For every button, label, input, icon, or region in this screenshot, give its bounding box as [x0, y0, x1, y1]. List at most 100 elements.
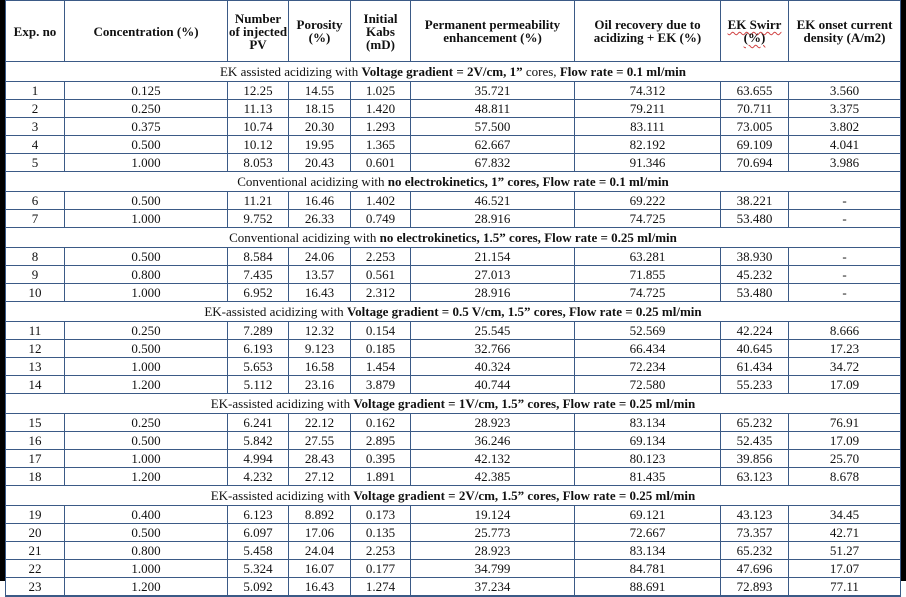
table-row: 18 1.200 4.232 27.12 1.891 42.385 81.435 63.123… [5, 467, 901, 486]
cell-injected-pv: 5.842 [227, 431, 289, 450]
cell-permeability-enhancement: 25.773 [410, 523, 575, 542]
cell-exp-no: 22 [5, 559, 65, 578]
cell-ek-onset-current: 3.986 [788, 153, 901, 172]
cell-oil-recovery: 74.725 [574, 283, 721, 302]
cell-porosity: 16.46 [288, 191, 351, 210]
cell-porosity: 16.43 [288, 283, 351, 302]
cell-ek-onset-current: - [788, 209, 901, 228]
cell-ek-swirr: 73.357 [720, 523, 789, 542]
cell-oil-recovery: 69.222 [574, 191, 721, 210]
cell-injected-pv: 5.324 [227, 559, 289, 578]
header-ek-onset-current: EK onset current density (A/m2) [788, 0, 901, 62]
section-title-bold1: no electrokinetics, 1.5” cores, [379, 229, 545, 245]
cell-ek-swirr: 52.435 [720, 431, 789, 450]
cell-ek-onset-current: 76.91 [788, 413, 901, 432]
cell-oil-recovery: 83.134 [574, 413, 721, 432]
cell-oil-recovery: 88.691 [574, 577, 721, 597]
table-row: 9 0.800 7.435 13.57 0.561 27.013 71.855 45.232- [5, 265, 901, 284]
cell-ek-onset-current: 8.678 [788, 467, 901, 486]
section-header-row: EK-assisted acidizing with Voltage gradi… [5, 485, 901, 506]
cell-exp-no: 14 [5, 375, 65, 394]
cell-concentration: 0.250 [64, 321, 228, 340]
cell-permeability-enhancement: 25.545 [410, 321, 575, 340]
cell-injected-pv: 4.232 [227, 467, 289, 486]
table-row: 21 0.800 5.458 24.04 2.253 28.923 83.134 65.232… [5, 541, 901, 560]
cell-porosity: 12.32 [288, 321, 351, 340]
cell-initial-kabs: 1.891 [350, 467, 411, 486]
cell-ek-onset-current: 17.09 [788, 375, 901, 394]
section-title-bold1: Voltage gradient = 1V/cm, 1.5” cores, [353, 395, 563, 411]
table-row: 8 0.500 8.584 24.06 2.253 21.154 63.281 38.930- [5, 247, 901, 266]
cell-exp-no: 8 [5, 247, 65, 266]
cell-exp-no: 21 [5, 541, 65, 560]
section-title: Conventional acidizing with no electroki… [5, 171, 901, 192]
cell-porosity: 19.95 [288, 135, 351, 154]
cell-exp-no: 13 [5, 357, 65, 376]
section-header-row: Conventional acidizing with no electroki… [5, 227, 901, 248]
cell-permeability-enhancement: 28.916 [410, 283, 575, 302]
cell-concentration: 1.200 [64, 467, 228, 486]
cell-ek-swirr: 45.232 [720, 265, 789, 284]
cell-ek-swirr: 55.233 [720, 375, 789, 394]
cell-exp-no: 17 [5, 449, 65, 468]
cell-initial-kabs: 1.365 [350, 135, 411, 154]
cell-porosity: 13.57 [288, 265, 351, 284]
cell-ek-swirr: 61.434 [720, 357, 789, 376]
table-row: 14 1.200 5.112 23.16 3.879 40.744 72.580 55.233… [5, 375, 901, 394]
cell-injected-pv: 10.12 [227, 135, 289, 154]
cell-porosity: 20.43 [288, 153, 351, 172]
cell-oil-recovery: 52.569 [574, 321, 721, 340]
cell-permeability-enhancement: 36.246 [410, 431, 575, 450]
cell-concentration: 0.250 [64, 413, 228, 432]
cell-exp-no: 5 [5, 153, 65, 172]
cell-porosity: 14.55 [288, 81, 351, 100]
cell-exp-no: 9 [5, 265, 65, 284]
cell-oil-recovery: 72.580 [574, 375, 721, 394]
cell-initial-kabs: 0.135 [350, 523, 411, 542]
section-title-mid: cores, [525, 63, 560, 79]
cell-concentration: 1.200 [64, 577, 228, 597]
cell-permeability-enhancement: 34.799 [410, 559, 575, 578]
cell-ek-swirr: 63.123 [720, 467, 789, 486]
cell-ek-onset-current: 77.11 [788, 577, 901, 597]
cell-porosity: 16.43 [288, 577, 351, 597]
cell-ek-swirr: 47.696 [720, 559, 789, 578]
cell-ek-swirr: 40.645 [720, 339, 789, 358]
cell-initial-kabs: 0.162 [350, 413, 411, 432]
header-porosity: Porosity (%) [288, 0, 351, 62]
cell-ek-onset-current: - [788, 283, 901, 302]
section-title-bold1: Voltage gradient = 2V/cm, 1.5” cores, [353, 487, 563, 503]
cell-exp-no: 12 [5, 339, 65, 358]
cell-injected-pv: 5.092 [227, 577, 289, 597]
cell-oil-recovery: 66.434 [574, 339, 721, 358]
cell-injected-pv: 5.653 [227, 357, 289, 376]
cell-injected-pv: 7.289 [227, 321, 289, 340]
table-row: 20 0.500 6.097 17.06 0.135 25.773 72.667 73.357… [5, 523, 901, 542]
cell-oil-recovery: 79.211 [574, 99, 721, 118]
cell-permeability-enhancement: 28.923 [410, 413, 575, 432]
cell-porosity: 9.123 [288, 339, 351, 358]
cell-ek-swirr: 43.123 [720, 505, 789, 524]
cell-concentration: 0.250 [64, 99, 228, 118]
cell-initial-kabs: 0.154 [350, 321, 411, 340]
cell-permeability-enhancement: 27.013 [410, 265, 575, 284]
cell-porosity: 27.55 [288, 431, 351, 450]
cell-concentration: 1.000 [64, 449, 228, 468]
table-row: 10 1.000 6.952 16.43 2.312 28.916 74.725 53.480… [5, 283, 901, 302]
header-row: Exp. no Concentration (%) Number of inje… [5, 0, 901, 62]
table-row: 19 0.400 6.123 8.892 0.173 19.124 69.121 43.123… [5, 505, 901, 524]
cell-injected-pv: 9.752 [227, 209, 289, 228]
cell-concentration: 0.500 [64, 339, 228, 358]
table-row: 22 1.000 5.324 16.07 0.177 34.799 84.781 47.696… [5, 559, 901, 578]
cell-ek-onset-current: 34.45 [788, 505, 901, 524]
cell-oil-recovery: 82.192 [574, 135, 721, 154]
cell-initial-kabs: 1.025 [350, 81, 411, 100]
cell-initial-kabs: 3.879 [350, 375, 411, 394]
cell-initial-kabs: 2.895 [350, 431, 411, 450]
cell-ek-swirr: 53.480 [720, 209, 789, 228]
cell-initial-kabs: 0.561 [350, 265, 411, 284]
section-title-bold1: Voltage gradient = 2V/cm, 1” [361, 63, 526, 79]
cell-ek-swirr: 73.005 [720, 117, 789, 136]
cell-permeability-enhancement: 42.385 [410, 467, 575, 486]
